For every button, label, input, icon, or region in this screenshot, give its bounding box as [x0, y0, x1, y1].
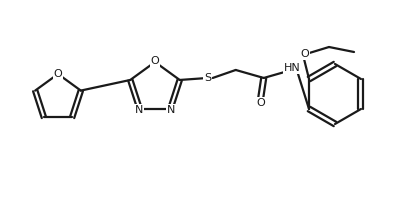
Text: O: O — [54, 69, 62, 79]
Text: HN: HN — [285, 63, 301, 73]
Text: O: O — [151, 56, 159, 66]
Text: O: O — [301, 49, 310, 59]
Text: S: S — [204, 73, 211, 83]
Text: O: O — [256, 98, 265, 108]
Text: N: N — [167, 105, 175, 115]
Text: N: N — [135, 105, 143, 115]
